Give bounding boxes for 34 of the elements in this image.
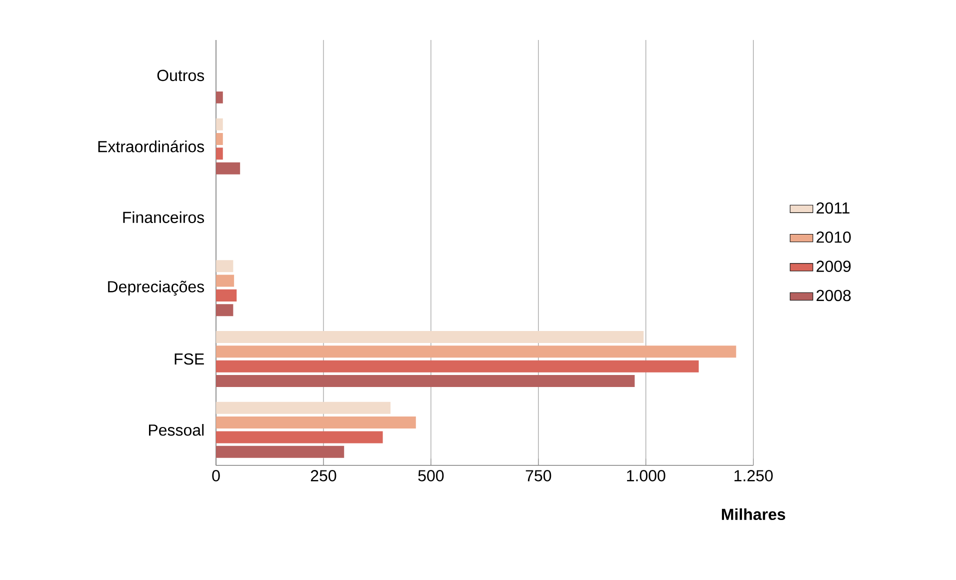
bar [216,132,223,145]
bar [216,374,635,387]
bar [216,360,699,372]
y-tick-label: Extraordinários [98,140,204,152]
x-axis-title: Milhares [722,508,786,520]
y-tick-label: Depreciações [108,280,204,296]
bar [216,446,344,458]
bar [216,260,234,272]
bar [216,330,644,343]
legend-label: 2010 [816,231,851,243]
bar [216,118,223,130]
x-tick-label: 1.250 [734,470,773,482]
x-tick-label: 250 [310,470,336,482]
bar [216,346,736,358]
bar [216,431,383,444]
legend-label: 2011 [816,202,850,214]
bar [216,402,391,414]
bar [216,91,223,104]
bar [216,304,234,316]
x-tick-label: 1.000 [627,470,666,482]
y-tick-label: Financeiros [123,211,204,224]
legend-label: 2009 [816,260,851,272]
y-tick-label: Pessoal [149,424,204,436]
y-tick-label: Outros [157,70,204,82]
bar [216,162,240,174]
x-tick-label: 750 [526,470,552,482]
bar [216,274,234,287]
x-tick-label: 500 [418,470,444,482]
legend-label: 2008 [816,290,851,302]
bar [216,148,223,160]
x-tick-label: 0 [212,470,220,482]
y-tick-label: FSE [174,353,204,365]
bar [216,416,416,429]
bar [216,289,237,302]
